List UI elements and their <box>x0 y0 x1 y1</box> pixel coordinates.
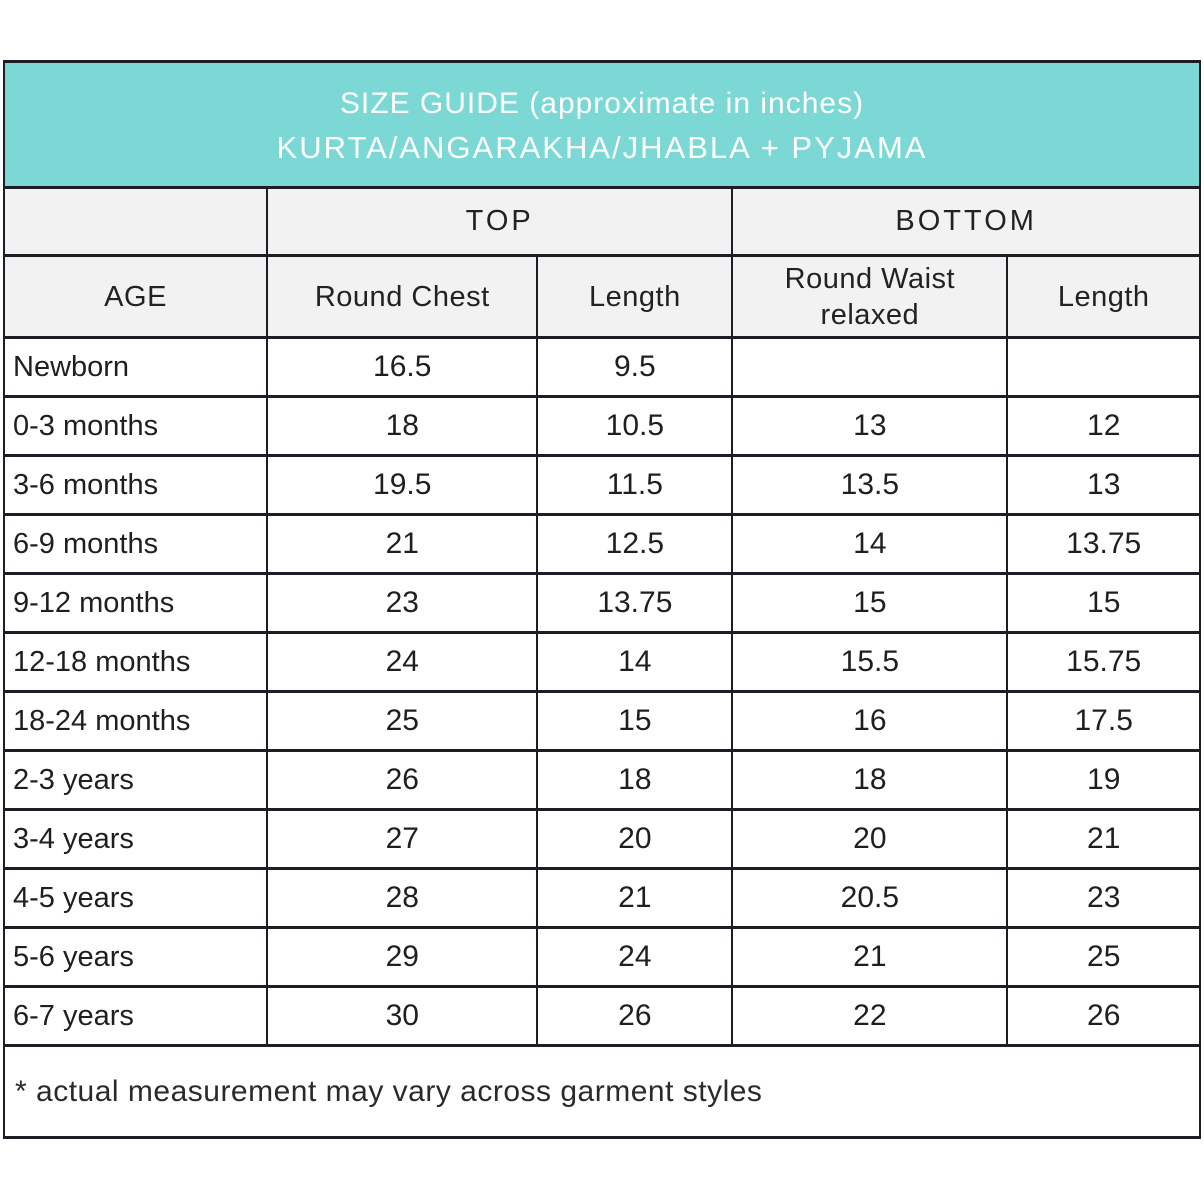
column-header-round-chest: Round Chest <box>266 254 539 339</box>
table-row: 3-6 months 19.5 11.5 13.5 13 <box>2 454 1201 516</box>
value-cell: 9.5 <box>536 336 734 398</box>
age-cell: 9-12 months <box>2 572 269 634</box>
value-cell: 27 <box>266 808 539 870</box>
table-row: 6-9 months 21 12.5 14 13.75 <box>2 513 1201 575</box>
table-row: 12-18 months 24 14 15.5 15.75 <box>2 631 1201 693</box>
value-cell: 18 <box>266 395 539 457</box>
group-header-top: TOP <box>266 186 734 257</box>
value-cell: 14 <box>536 631 734 693</box>
value-cell: 15 <box>1006 572 1201 634</box>
table-body: Newborn 16.5 9.5 0-3 months 18 10.5 13 12 3-6 mo… <box>2 336 1201 1047</box>
column-header-row: AGE Round Chest Length Round Waist relax… <box>2 254 1201 339</box>
value-cell: 23 <box>266 572 539 634</box>
group-header-row: TOP BOTTOM <box>2 186 1201 257</box>
table-row: 3-4 years 27 20 20 21 <box>2 808 1201 870</box>
value-cell: 13.5 <box>731 454 1009 516</box>
value-cell: 22 <box>731 985 1009 1047</box>
value-cell: 24 <box>266 631 539 693</box>
value-cell: 23 <box>1006 867 1201 929</box>
table-row: Newborn 16.5 9.5 <box>2 336 1201 398</box>
title-line-1: SIZE GUIDE (approximate in inches) <box>339 86 865 120</box>
value-cell: 16 <box>731 690 1009 752</box>
value-cell: 25 <box>1006 926 1201 988</box>
age-cell: 2-3 years <box>2 749 269 811</box>
value-cell: 20.5 <box>731 867 1009 929</box>
column-header-age: AGE <box>2 254 269 339</box>
size-guide-table: SIZE GUIDE (approximate in inches) KURTA… <box>2 60 1201 1139</box>
column-header-bottom-length: Length <box>1006 254 1201 339</box>
value-cell: 26 <box>266 749 539 811</box>
value-cell: 30 <box>266 985 539 1047</box>
value-cell: 26 <box>536 985 734 1047</box>
table-row: 5-6 years 29 24 21 25 <box>2 926 1201 988</box>
value-cell: 18 <box>536 749 734 811</box>
value-cell: 13 <box>1006 454 1201 516</box>
title-line-2: KURTA/ANGARAKHA/JHABLA + PYJAMA <box>276 129 928 165</box>
value-cell: 15 <box>536 690 734 752</box>
age-cell: 6-7 years <box>2 985 269 1047</box>
age-cell: 3-4 years <box>2 808 269 870</box>
value-cell: 13.75 <box>536 572 734 634</box>
value-cell: 14 <box>731 513 1009 575</box>
value-cell: 21 <box>1006 808 1201 870</box>
value-cell: 13 <box>731 395 1009 457</box>
value-cell: 11.5 <box>536 454 734 516</box>
table-row: 2-3 years 26 18 18 19 <box>2 749 1201 811</box>
age-cell: 5-6 years <box>2 926 269 988</box>
value-cell: 12.5 <box>536 513 734 575</box>
value-cell: 29 <box>266 926 539 988</box>
value-cell: 10.5 <box>536 395 734 457</box>
value-cell: 15.5 <box>731 631 1009 693</box>
value-cell: 21 <box>731 926 1009 988</box>
age-cell: 18-24 months <box>2 690 269 752</box>
value-cell: 28 <box>266 867 539 929</box>
title-row: SIZE GUIDE (approximate in inches) KURTA… <box>3 60 1201 189</box>
table-row: 0-3 months 18 10.5 13 12 <box>2 395 1201 457</box>
value-cell: 15 <box>731 572 1009 634</box>
table-row: 18-24 months 25 15 16 17.5 <box>2 690 1201 752</box>
value-cell: 24 <box>536 926 734 988</box>
value-cell: 26 <box>1006 985 1201 1047</box>
value-cell: 17.5 <box>1006 690 1201 752</box>
age-cell: 0-3 months <box>2 395 269 457</box>
age-cell: 4-5 years <box>2 867 269 929</box>
table-row: 9-12 months 23 13.75 15 15 <box>2 572 1201 634</box>
table-row: 6-7 years 30 26 22 26 <box>2 985 1201 1047</box>
column-header-top-length: Length <box>536 254 734 339</box>
value-cell: 19 <box>1006 749 1201 811</box>
value-cell: 20 <box>731 808 1009 870</box>
footnote-row: * actual measurement may vary across gar… <box>3 1044 1201 1139</box>
value-cell: 21 <box>266 513 539 575</box>
age-cell: 12-18 months <box>2 631 269 693</box>
age-cell: Newborn <box>2 336 269 398</box>
corner-empty-cell <box>2 186 269 257</box>
value-cell: 21 <box>536 867 734 929</box>
value-cell: 19.5 <box>266 454 539 516</box>
value-cell: 16.5 <box>266 336 539 398</box>
group-header-bottom: BOTTOM <box>731 186 1201 257</box>
value-cell <box>731 336 1009 398</box>
value-cell: 12 <box>1006 395 1201 457</box>
value-cell <box>1006 336 1201 398</box>
column-header-round-waist: Round Waist relaxed <box>731 254 1009 339</box>
footnote-text: * actual measurement may vary across gar… <box>3 1044 1201 1139</box>
value-cell: 25 <box>266 690 539 752</box>
table-title: SIZE GUIDE (approximate in inches) KURTA… <box>3 60 1201 189</box>
age-cell: 3-6 months <box>2 454 269 516</box>
value-cell: 15.75 <box>1006 631 1201 693</box>
value-cell: 18 <box>731 749 1009 811</box>
table-row: 4-5 years 28 21 20.5 23 <box>2 867 1201 929</box>
value-cell: 20 <box>536 808 734 870</box>
age-cell: 6-9 months <box>2 513 269 575</box>
value-cell: 13.75 <box>1006 513 1201 575</box>
